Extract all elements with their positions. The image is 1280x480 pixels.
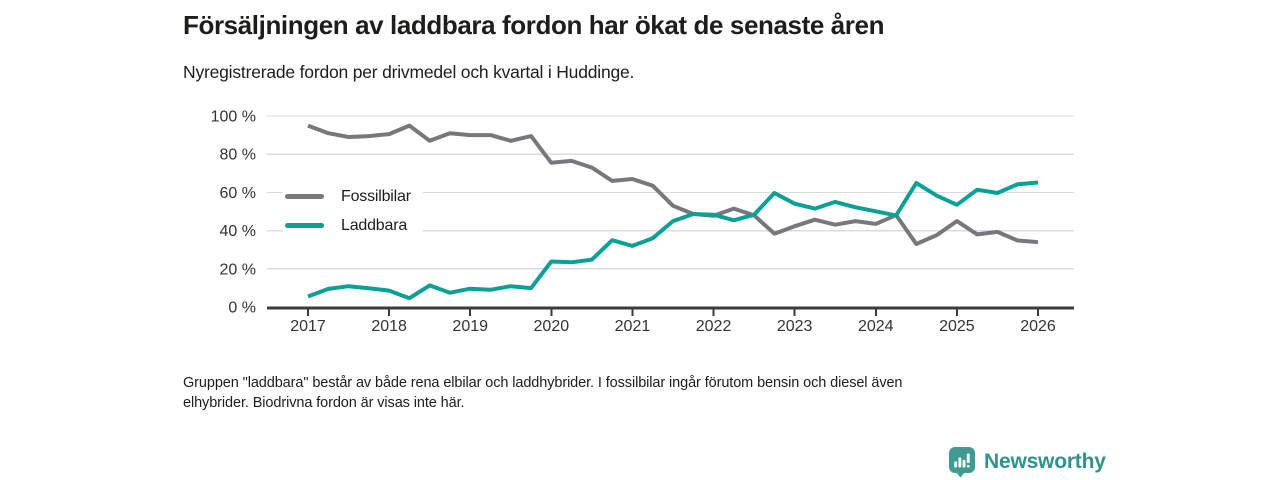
x-axis-label-2024: 2024 [858, 318, 894, 335]
x-axis-label-2017: 2017 [290, 318, 326, 335]
legend-item-laddbara: Laddbara [285, 211, 411, 240]
x-axis-label-2025: 2025 [939, 318, 975, 335]
chart-title: Försäljningen av laddbara fordon har öka… [183, 10, 885, 40]
newsworthy-pin-barchart-icon [949, 447, 975, 478]
y-axis-label-80: 80 % [220, 147, 256, 164]
footnote-line-2: elhybrider. Biodrivna fordon är visas in… [183, 394, 465, 411]
chart-footnote: Gruppen "laddbara" består av både rena e… [183, 374, 1083, 413]
y-axis-label-20: 20 % [220, 261, 256, 278]
y-axis-label-40: 40 % [220, 223, 256, 240]
x-axis-label-2022: 2022 [696, 318, 732, 335]
x-axis-label-2023: 2023 [777, 318, 813, 335]
legend-label-laddbara: Laddbara [341, 216, 408, 234]
chart-legend: Fossilbilar Laddbara [283, 181, 423, 241]
legend-item-fossilbilar: Fossilbilar [285, 182, 411, 211]
x-axis-label-2018: 2018 [371, 318, 407, 335]
chart-subtitle: Nyregistrerade fordon per drivmedel och … [183, 62, 635, 82]
legend-swatch-fossilbilar [285, 194, 324, 199]
series-line-fossilbilar [307, 123, 1039, 246]
series-line-laddbara [307, 180, 1039, 301]
newsworthy-logo: Newsworthy [947, 446, 1106, 478]
legend-label-fossilbilar: Fossilbilar [341, 187, 411, 205]
footnote-line-1: Gruppen "laddbara" består av både rena e… [183, 375, 903, 391]
y-axis-label-60: 60 % [220, 185, 256, 202]
y-axis-label-100: 100 % [211, 109, 256, 126]
y-axis-label-0: 0 % [228, 300, 256, 317]
legend-swatch-laddbara [285, 223, 324, 228]
newsworthy-logo-text: Newsworthy [984, 450, 1106, 473]
x-axis-label-2021: 2021 [615, 318, 651, 335]
x-axis-label-2019: 2019 [452, 318, 488, 335]
x-axis-label-2020: 2020 [534, 318, 570, 335]
x-axis-label-2026: 2026 [1020, 318, 1056, 335]
